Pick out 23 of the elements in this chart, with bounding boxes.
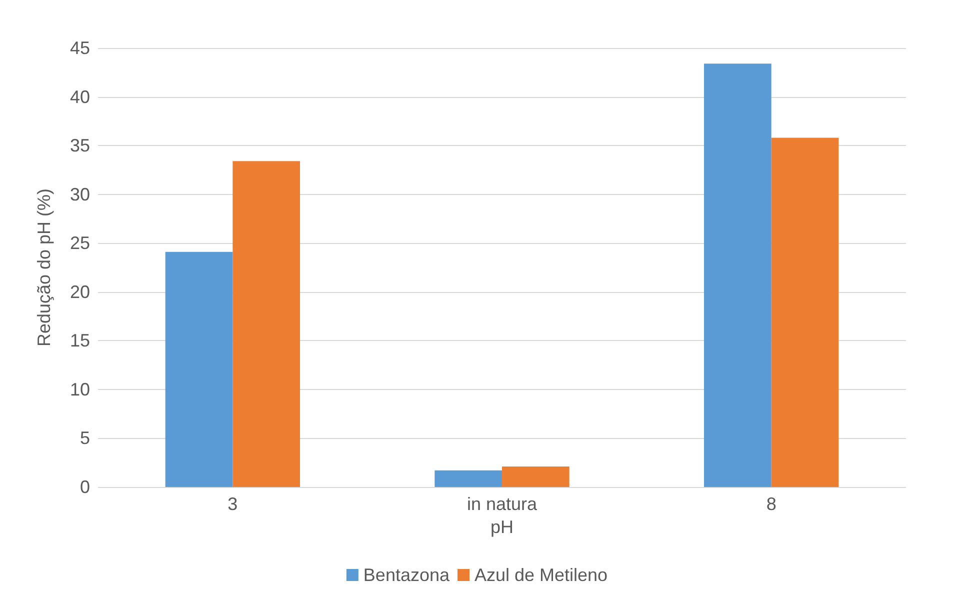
y-tick-label: 10 — [70, 379, 90, 400]
y-axis-title: Redução do pH (%) — [34, 188, 54, 347]
y-tick-label: 5 — [80, 428, 90, 448]
bar — [165, 252, 233, 487]
x-tick-label: 3 — [228, 494, 238, 514]
bar — [704, 64, 772, 487]
y-tick-label: 45 — [70, 38, 90, 58]
y-tick-label: 25 — [70, 233, 90, 254]
y-tick-label: 35 — [70, 136, 90, 156]
y-tick-label: 40 — [70, 86, 90, 107]
legend-label: Bentazona — [363, 565, 450, 585]
y-tick-label: 30 — [70, 184, 90, 204]
x-tick-label: in natura — [466, 494, 538, 514]
y-tick-label: 0 — [80, 477, 90, 497]
bar — [232, 161, 300, 487]
y-tick-label: 20 — [70, 282, 90, 302]
legend-label: Azul de Metileno — [474, 565, 608, 585]
x-axis-title: pH — [490, 516, 514, 537]
bar — [771, 138, 839, 487]
x-tick-label: 8 — [766, 494, 776, 514]
bar — [434, 470, 502, 487]
bar — [502, 466, 570, 487]
y-tick-label: 15 — [70, 330, 90, 351]
